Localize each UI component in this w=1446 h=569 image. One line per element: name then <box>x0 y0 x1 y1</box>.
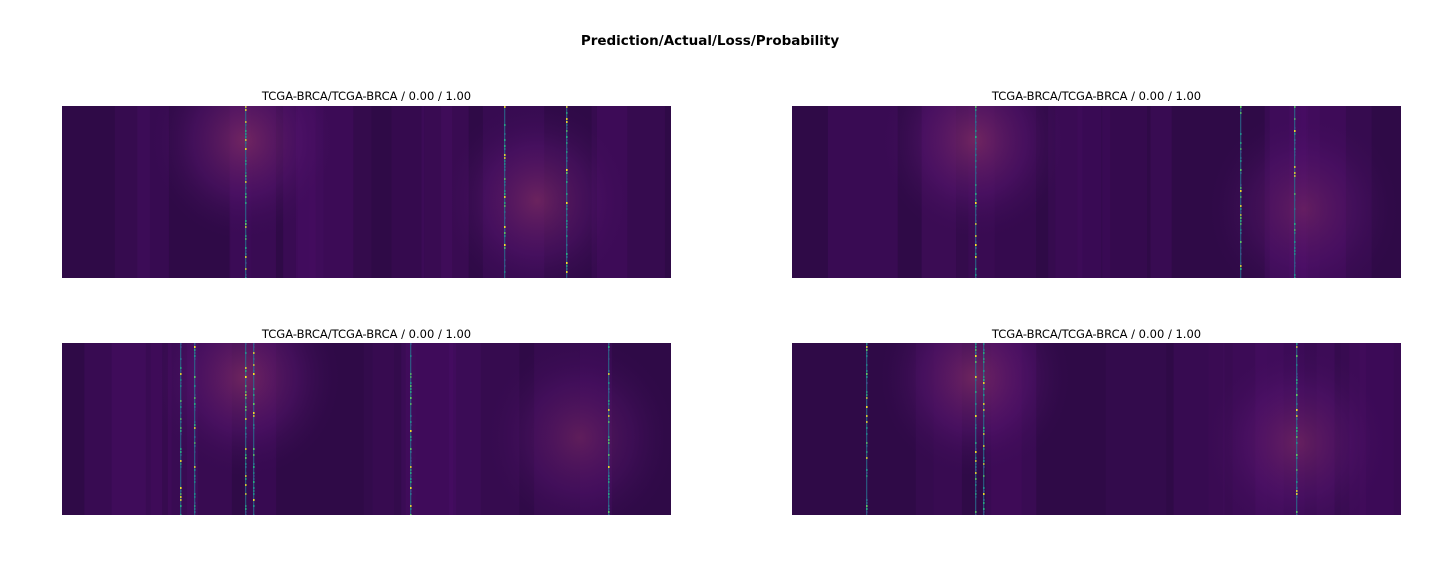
heatmap-band <box>1105 343 1167 515</box>
data-column <box>1294 106 1296 278</box>
data-column <box>566 106 568 278</box>
heatmap-band <box>363 343 416 515</box>
figure-suptitle: Prediction/Actual/Loss/Probability <box>580 33 840 49</box>
heatmap-band <box>1077 106 1111 278</box>
heatmap-band <box>405 343 454 515</box>
panel-1-heatmap <box>62 106 671 278</box>
data-column <box>194 343 196 515</box>
attention-hotspot <box>149 343 340 478</box>
panel-3-title: TCGA-BRCA/TCGA-BRCA / 0.00 / 1.00 <box>261 327 472 341</box>
attention-hotspot <box>442 106 632 278</box>
panel-4-title: TCGA-BRCA/TCGA-BRCA / 0.00 / 1.00 <box>991 327 1202 341</box>
data-column <box>504 106 506 278</box>
data-column <box>975 106 977 278</box>
attention-hotspot <box>879 106 1070 241</box>
data-column <box>1296 343 1298 515</box>
heatmap-band <box>391 106 425 278</box>
heatmap-band <box>448 343 481 515</box>
panel-4-heatmap <box>792 343 1401 515</box>
data-column <box>608 343 610 515</box>
panel-1-svg <box>62 106 671 278</box>
data-column <box>1240 106 1242 278</box>
attention-hotspot <box>484 343 671 515</box>
data-column <box>975 343 977 515</box>
panel-2-svg <box>792 106 1401 278</box>
panel-1-title: TCGA-BRCA/TCGA-BRCA / 0.00 / 1.00 <box>261 89 472 103</box>
data-column <box>245 343 247 515</box>
data-column <box>410 343 412 515</box>
panel-2-title: TCGA-BRCA/TCGA-BRCA / 0.00 / 1.00 <box>991 89 1202 103</box>
data-column <box>245 106 247 278</box>
heatmap-band <box>84 343 146 515</box>
attention-hotspot <box>149 106 340 241</box>
heatmap-band <box>1150 106 1172 278</box>
data-column <box>180 343 182 515</box>
data-column <box>253 343 255 515</box>
heatmap-band <box>114 106 150 278</box>
panel-3-svg <box>62 343 671 515</box>
data-column <box>866 343 868 515</box>
panel-2-heatmap <box>792 106 1401 278</box>
data-column <box>983 343 985 515</box>
attention-hotspot <box>1208 109 1399 278</box>
panel-4-svg <box>792 343 1401 515</box>
heatmap-band <box>372 343 394 515</box>
attention-hotspot <box>879 343 1070 478</box>
heatmap-band <box>1102 106 1148 278</box>
panel-3-heatmap <box>62 343 671 515</box>
